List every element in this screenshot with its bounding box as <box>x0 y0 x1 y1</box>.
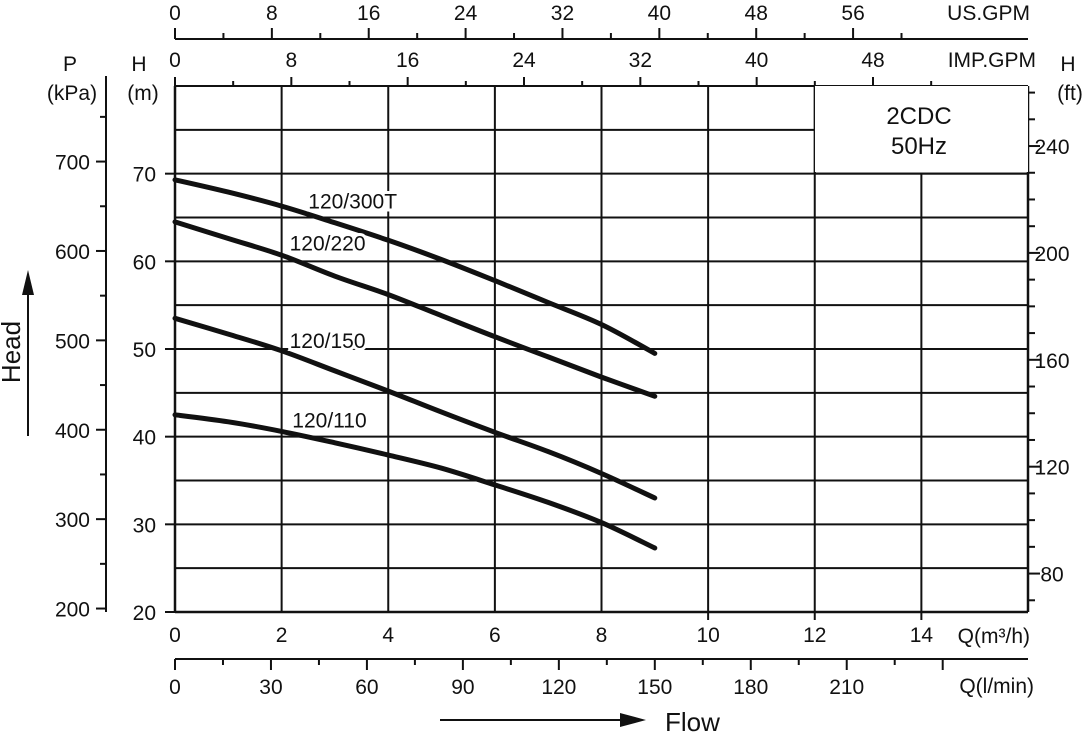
p-tick-label: 400 <box>55 420 90 443</box>
q-lmin-axis-label: Q(l/min) <box>959 675 1034 698</box>
us-gpm-tick-label: 32 <box>551 2 574 25</box>
us-gpm-tick-label: 48 <box>745 2 768 25</box>
us-gpm-tick-label: 8 <box>266 2 278 25</box>
us-gpm-tick-label: 24 <box>454 2 478 25</box>
h-m-axis-label: H <box>131 53 146 76</box>
model-box-frequency: 50Hz <box>891 133 947 160</box>
imp-gpm-tick-label: 24 <box>512 49 536 72</box>
q-lmin-tick-label: 120 <box>541 676 576 699</box>
q-lmin-tick-label: 180 <box>733 676 768 699</box>
imp-gpm-tick-label: 32 <box>629 49 652 72</box>
curve-120-300t <box>172 177 658 356</box>
head-arrow-head <box>22 270 34 295</box>
imp-gpm-tick-label: 16 <box>396 49 419 72</box>
q-m3h-tick-label: 14 <box>910 624 934 647</box>
imp-gpm-tick-label: 40 <box>745 49 768 72</box>
q-m3h-tick-label: 10 <box>696 624 719 647</box>
p-axis-unit: (kPa) <box>47 82 97 105</box>
h-ft-tick-label: 120 <box>1034 457 1069 480</box>
curve-120-150 <box>172 315 658 501</box>
curve-label-120-300t: 120/300T <box>308 190 397 213</box>
imp-gpm-axis-label: IMP.GPM <box>948 49 1036 72</box>
h-ft-tick-label: 80 <box>1040 564 1063 587</box>
curve-120-110 <box>172 412 658 551</box>
p-axis-label: P <box>63 53 77 76</box>
h-m-tick-label: 30 <box>133 514 156 537</box>
h-ft-tick-label: 240 <box>1034 136 1069 159</box>
h-ft-axis-label: H <box>1060 53 1075 76</box>
h-m-tick-label: 50 <box>133 339 156 362</box>
q-m3h-tick-label: 6 <box>489 624 501 647</box>
q-m3h-tick-label: 2 <box>276 624 288 647</box>
flow-arrow-head <box>620 713 646 727</box>
curve-label-120-220: 120/220 <box>290 232 366 255</box>
imp-gpm-tick-label: 0 <box>169 49 181 72</box>
us-gpm-tick-label: 40 <box>648 2 671 25</box>
y-axis-title: Head <box>0 321 26 383</box>
h-m-tick-label: 20 <box>133 602 156 625</box>
us-gpm-tick-label: 16 <box>357 2 380 25</box>
q-m3h-tick-label: 8 <box>596 624 608 647</box>
x-axis-title: Flow <box>665 707 720 733</box>
h-m-tick-label: 60 <box>133 251 156 274</box>
us-gpm-tick-label: 56 <box>841 2 864 25</box>
q-m3h-tick-label: 12 <box>803 624 826 647</box>
h-m-axis-unit: (m) <box>127 82 158 105</box>
p-tick-label: 300 <box>55 509 90 532</box>
curve-label-120-150: 120/150 <box>290 330 366 353</box>
q-lmin-tick-label: 210 <box>829 676 864 699</box>
imp-gpm-tick-label: 48 <box>861 49 884 72</box>
q-lmin-tick-label: 60 <box>355 676 378 699</box>
pump-curves: 120/300T 120/220 120/150 120/110 <box>172 177 658 551</box>
q-m3h-axis-label: Q(m³/h) <box>958 625 1030 648</box>
curve-120-220 <box>172 219 658 399</box>
h-ft-tick-label: 160 <box>1034 350 1069 373</box>
q-lmin-tick-label: 30 <box>259 676 282 699</box>
h-ft-axis-unit: (ft) <box>1057 82 1083 105</box>
h-m-tick-label: 40 <box>133 427 156 450</box>
p-tick-label: 200 <box>55 599 90 622</box>
p-tick-label: 500 <box>55 330 90 353</box>
q-lmin-tick-label: 90 <box>451 676 474 699</box>
q-m3h-tick-label: 0 <box>169 624 181 647</box>
us-gpm-axis-label: US.GPM <box>947 2 1030 25</box>
q-m3h-tick-label: 4 <box>382 624 394 647</box>
model-box <box>815 86 1028 172</box>
p-tick-label: 700 <box>55 152 90 175</box>
us-gpm-tick-label: 0 <box>169 2 181 25</box>
curve-label-120-110: 120/110 <box>292 410 366 433</box>
imp-gpm-tick-label: 8 <box>285 49 297 72</box>
h-m-tick-label: 70 <box>133 164 156 187</box>
model-box-name: 2CDC <box>886 103 951 130</box>
q-lmin-tick-label: 150 <box>637 676 672 699</box>
h-ft-tick-label: 200 <box>1034 243 1069 266</box>
p-tick-label: 600 <box>55 241 90 264</box>
q-lmin-tick-label: 0 <box>169 676 181 699</box>
